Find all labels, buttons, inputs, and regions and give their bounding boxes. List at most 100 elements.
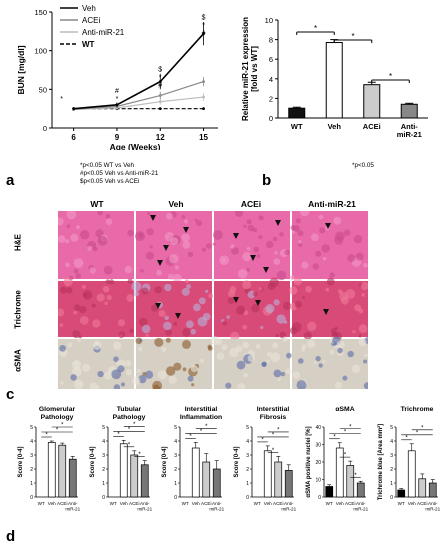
data-point (158, 80, 162, 83)
tissue-texture (73, 310, 78, 315)
legend-label: ACEi (82, 16, 100, 25)
significance-mark: * (205, 424, 208, 430)
tissue-texture (230, 244, 235, 249)
x-tick-label: Anti- (356, 501, 366, 506)
histology-tile (292, 211, 368, 279)
tissue-texture (284, 249, 290, 256)
tissue-texture (79, 305, 87, 314)
tissue-texture (286, 352, 292, 359)
tissue-texture (361, 292, 366, 297)
x-tick-label: miR-21 (353, 507, 368, 512)
histology-images (58, 211, 368, 389)
tissue-texture (231, 246, 239, 255)
y-tick-label: 2 (174, 467, 177, 473)
tissue-texture (289, 275, 295, 280)
y-tick-label: 5 (390, 425, 393, 431)
arrowhead-marker (250, 255, 256, 261)
y-tick-label: 10 (265, 16, 273, 25)
significance-mark: * (389, 72, 392, 81)
tissue-texture (105, 218, 113, 225)
y-tick-label: 150 (34, 8, 47, 17)
tissue-texture (353, 234, 363, 244)
series-line-acei (73, 81, 204, 111)
x-tick-label: 6 (71, 133, 76, 142)
tissue-texture (91, 303, 96, 308)
note-wt-vs-veh: *p<0.05 WT vs Veh (80, 162, 134, 169)
tissue-texture (236, 305, 246, 315)
tissue-texture (79, 316, 89, 325)
data-point (202, 80, 205, 83)
tissue-texture (229, 347, 239, 358)
tissue-texture (154, 337, 164, 347)
chart-title: Interstitial (257, 406, 290, 413)
y-tick-label: 1 (246, 481, 249, 487)
tissue-texture (58, 217, 64, 226)
y-tick-label: 5 (30, 425, 33, 431)
bar-3 (68, 458, 77, 498)
tissue-texture (131, 281, 142, 292)
note-veh-vs-acei: $p<0.05 Veh vs ACEi (80, 178, 140, 185)
x-tick-label: miR-21 (65, 507, 80, 512)
x-tick-label: Veh (120, 501, 128, 506)
tissue-texture (141, 287, 149, 295)
tissue-texture (113, 356, 119, 362)
tissue-texture (301, 296, 305, 300)
tissue-texture (312, 263, 320, 270)
bar-0 (288, 107, 306, 119)
significance-mark: * (349, 424, 352, 430)
tissue-texture (198, 297, 206, 305)
x-tick-label: miR-21 (425, 507, 440, 512)
tissue-texture (208, 293, 214, 299)
tissue-texture (117, 319, 126, 327)
tissue-texture (206, 243, 212, 249)
significance-mark: # (202, 31, 206, 38)
tissue-texture (336, 340, 345, 349)
tissue-texture (97, 370, 104, 378)
tissue-texture (358, 338, 367, 347)
tissue-texture (59, 323, 64, 327)
y-tick-label: 20 (315, 460, 321, 466)
significance-mark: * (272, 432, 275, 438)
y-tick-label: 4 (102, 439, 105, 445)
tissue-texture (265, 303, 275, 314)
tissue-texture (113, 384, 121, 389)
tissue-texture (134, 231, 145, 242)
significance-mark: * (45, 433, 48, 439)
y-tick-label: 3 (246, 453, 249, 459)
bar-3 (428, 482, 437, 498)
y-axis-label: Score [0-4] (162, 446, 168, 477)
bar-3 (356, 482, 365, 498)
tissue-texture (247, 290, 256, 299)
tissue-texture (242, 252, 252, 262)
tissue-texture (299, 211, 310, 217)
tissue-texture (141, 324, 151, 334)
tissue-texture (181, 214, 186, 219)
y-tick-label: 4 (246, 439, 249, 445)
chart-title: Fibrosis (260, 414, 287, 421)
y-tick-label: 4 (390, 439, 393, 445)
tissue-texture (125, 369, 133, 376)
y-axis-label: αSMA positive nuclei [%] (306, 426, 312, 497)
y-tick-label: 0 (269, 114, 273, 123)
y-tick-label: 3 (390, 453, 393, 459)
y-tick-label: 4 (174, 439, 177, 445)
x-tick-label: Veh (328, 122, 342, 131)
tissue-texture (92, 319, 101, 328)
tissue-texture (157, 370, 167, 380)
x-tick-label: ACEi (201, 501, 211, 506)
y-tick-label: 3 (30, 453, 33, 459)
x-tick-label: Anti- (212, 501, 222, 506)
tissue-texture (243, 373, 248, 378)
tissue-texture (237, 382, 246, 389)
significance-mark: * (416, 430, 419, 436)
tissue-texture (165, 366, 176, 376)
tissue-texture (246, 219, 252, 225)
tissue-texture (201, 247, 207, 252)
significance-mark: * (128, 427, 131, 433)
tissue-texture (301, 261, 309, 269)
significance-mark: * (354, 473, 357, 479)
tissue-texture (247, 354, 255, 363)
significance-mark: * (333, 434, 336, 440)
tissue-texture (277, 377, 281, 381)
